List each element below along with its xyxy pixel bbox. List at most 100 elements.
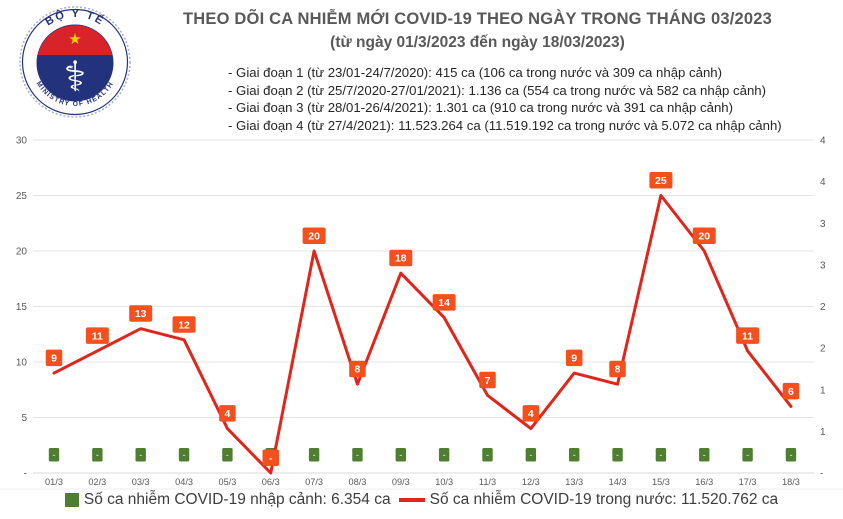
legend-swatch-domestic (398, 498, 425, 502)
right-axis-tick: 3 (820, 260, 826, 271)
right-axis-tick: 2 (820, 302, 826, 313)
left-axis-tick: 5 (21, 413, 27, 424)
domestic-cases-line (52, 194, 793, 475)
data-label-box (219, 405, 236, 422)
phase-summary: - Giai đoạn 1 (từ 23/01-24/7/2020): 415 … (228, 64, 782, 134)
imported-cases-label: - (313, 450, 316, 460)
imported-cases-label: - (659, 450, 662, 460)
data-label: 9 (571, 353, 577, 365)
x-axis-label: 03/3 (132, 477, 150, 487)
x-axis-label: 14/3 (609, 477, 627, 487)
imported-cases-marker (525, 448, 537, 462)
data-label: 25 (655, 175, 667, 187)
x-axis-label: 06/3 (262, 477, 280, 487)
imported-cases-label: - (746, 450, 749, 460)
x-axis-label: 04/3 (175, 477, 193, 487)
imported-cases-marker (178, 448, 190, 462)
x-axis-label: 16/3 (695, 477, 713, 487)
imported-cases-label: - (139, 450, 142, 460)
logo-inner-ring (21, 8, 129, 116)
data-label-box (609, 360, 626, 378)
star-icon: ★ (68, 31, 81, 48)
staff-of-asclepius-icon: ⚕ (64, 53, 87, 100)
legend-item-imported: Số ca nhiễm COVID-19 nhập cảnh: 6.354 ca (64, 491, 391, 509)
right-axis-tick: 4 (820, 136, 826, 147)
x-axis-label: 15/3 (652, 477, 670, 487)
data-label-box (692, 227, 716, 244)
left-axis-tick: 30 (16, 136, 28, 147)
data-label: 14 (438, 297, 450, 309)
imported-cases-marker (655, 448, 667, 462)
x-axis-label: 09/3 (392, 477, 410, 487)
data-label: 4 (224, 408, 230, 420)
left-axis-tick: 25 (16, 191, 28, 202)
legend-item-domestic: Số ca nhiễm COVID-19 trong nước: 11.520.… (398, 491, 779, 509)
imported-cases-marker (569, 448, 580, 462)
imported-cases-marker (785, 448, 797, 462)
imported-cases-label: - (529, 450, 532, 460)
x-axis-label: 08/3 (349, 477, 367, 487)
imported-cases-marker (742, 448, 753, 462)
data-label-box (389, 249, 413, 267)
phase-line-3: - Giai đoạn 3 (từ 28/01-26/4/2021): 1.30… (228, 100, 734, 116)
legend-label-imported: Số ca nhiễm COVID-19 nhập cảnh: 6.354 ca (83, 491, 391, 508)
imported-cases-marker (482, 448, 493, 462)
left-axis-tick: - (24, 469, 27, 480)
right-axis-tick: 2 (820, 344, 826, 355)
data-label-box (479, 371, 496, 389)
imported-cases-marker (395, 448, 406, 462)
imported-cases-marker (135, 448, 146, 462)
x-axis-label: 01/3 (45, 477, 63, 487)
imported-cases-label: - (399, 450, 402, 460)
imported-cases-label: - (443, 450, 446, 460)
data-label-box (262, 449, 279, 466)
right-axis-tick: 4 (820, 177, 826, 188)
x-axis-label: 17/3 (739, 477, 757, 487)
data-label: - (269, 453, 273, 465)
imported-cases-label: - (226, 450, 229, 460)
right-axis-tick: - (820, 469, 823, 480)
data-label-box (85, 327, 109, 344)
imported-cases-label: - (573, 450, 576, 460)
imported-cases-marker (92, 448, 103, 462)
ministry-of-health-logo: BỘ Y TẾ MINISTRY OF HEALTH ★ ⚕ (19, 6, 131, 118)
data-label: 12 (178, 319, 190, 331)
data-label: 4 (528, 408, 534, 420)
logo-outer-ring (19, 6, 131, 118)
imported-cases-marker (222, 448, 233, 462)
data-label-box (649, 172, 673, 189)
x-axis-label: 13/3 (565, 477, 583, 487)
imported-cases-label: - (183, 450, 186, 460)
data-label: 11 (742, 330, 753, 342)
right-axis-tick: 3 (820, 219, 826, 230)
data-label-box (522, 405, 540, 422)
chart-subtitle: (từ ngày 01/3/2023 đến ngày 18/03/2023) (330, 34, 625, 51)
left-axis-tick: 20 (16, 247, 28, 258)
right-axis-tick: 1 (820, 427, 826, 438)
chart-legend: Số ca nhiễm COVID-19 nhập cảnh: 6.354 ca… (0, 491, 843, 509)
legend-label-domestic: Số ca nhiễm COVID-19 trong nước: 11.520.… (429, 491, 779, 508)
imported-cases-label: - (789, 450, 792, 460)
imported-cases-label: - (703, 450, 706, 460)
data-label-box (565, 349, 583, 367)
data-label-box (302, 227, 326, 244)
imported-cases-marker (699, 448, 710, 462)
x-axis-label: 18/3 (782, 477, 800, 487)
imported-cases-marker (438, 448, 450, 462)
data-label-box (782, 382, 800, 400)
imported-cases-marker (352, 448, 363, 462)
data-label: 8 (615, 364, 621, 376)
data-label: 13 (135, 308, 147, 320)
data-label-box (432, 294, 456, 311)
left-axis-tick: 10 (16, 358, 28, 369)
imported-cases-marker (308, 448, 320, 462)
chart-header: THEO DÕI CA NHIỄM MỚI COVID-19 THEO NGÀY… (140, 10, 815, 52)
imported-cases-label: - (53, 450, 56, 460)
data-label-box (129, 305, 153, 322)
data-label-box (736, 327, 760, 344)
logo-red-band (37, 25, 113, 55)
left-axis-tick: 15 (16, 302, 28, 313)
imported-cases-label: - (356, 450, 359, 460)
imported-cases-marker (612, 448, 623, 462)
